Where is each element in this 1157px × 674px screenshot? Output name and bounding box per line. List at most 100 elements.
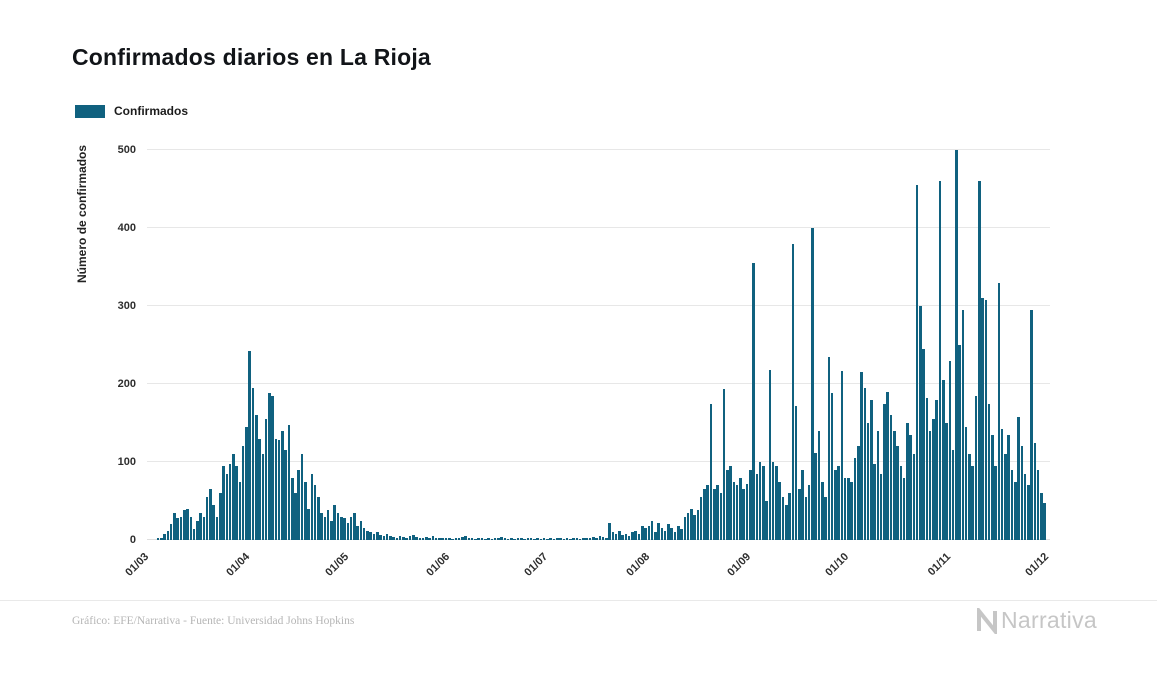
narrativa-logo: Narrativa bbox=[975, 607, 1097, 634]
bar bbox=[245, 426, 248, 540]
bar bbox=[186, 508, 189, 540]
bar bbox=[258, 438, 261, 540]
x-tick-label: 01/08 bbox=[623, 550, 652, 579]
bar bbox=[232, 454, 235, 540]
bar bbox=[670, 528, 674, 540]
bar bbox=[480, 537, 484, 540]
bar bbox=[441, 537, 444, 540]
bar bbox=[614, 533, 618, 540]
bar bbox=[431, 536, 435, 540]
bar bbox=[205, 497, 209, 540]
bar bbox=[987, 403, 991, 540]
bar bbox=[281, 430, 284, 540]
bar bbox=[523, 539, 526, 540]
bar bbox=[1033, 442, 1037, 540]
bar bbox=[765, 501, 768, 540]
bar bbox=[284, 450, 287, 540]
bar bbox=[490, 539, 494, 540]
bar bbox=[454, 537, 458, 540]
bar bbox=[202, 516, 206, 540]
x-tick-label: 01/12 bbox=[1023, 550, 1051, 579]
bar bbox=[330, 520, 333, 540]
bar bbox=[539, 539, 543, 540]
bar bbox=[376, 532, 379, 540]
bar bbox=[896, 446, 899, 540]
bar bbox=[945, 423, 948, 540]
bar bbox=[912, 454, 916, 540]
bar bbox=[196, 520, 199, 540]
bar bbox=[627, 536, 631, 540]
bar bbox=[830, 393, 834, 540]
bar bbox=[336, 512, 340, 540]
bar bbox=[876, 430, 880, 540]
bar bbox=[798, 489, 801, 540]
x-tick-label: 01/10 bbox=[823, 550, 852, 579]
bar bbox=[536, 538, 539, 540]
bar bbox=[542, 538, 546, 540]
bar bbox=[870, 399, 873, 540]
bar bbox=[817, 430, 821, 540]
bar bbox=[395, 537, 399, 540]
bar bbox=[372, 533, 376, 540]
y-tick-label: 500 bbox=[117, 144, 136, 156]
bar bbox=[254, 415, 258, 540]
bar bbox=[461, 536, 464, 540]
bar bbox=[290, 477, 294, 540]
bar bbox=[513, 539, 516, 540]
bar bbox=[801, 469, 804, 540]
bar bbox=[683, 516, 687, 540]
bar bbox=[474, 539, 477, 540]
bar bbox=[748, 469, 752, 540]
bar bbox=[578, 539, 582, 540]
bar bbox=[850, 481, 853, 540]
page-title: Confirmados diarios en La Rioja bbox=[72, 44, 431, 70]
bar bbox=[650, 520, 654, 540]
bar bbox=[706, 485, 709, 540]
bar bbox=[618, 530, 621, 540]
legend-swatch bbox=[75, 104, 105, 118]
bar bbox=[902, 477, 906, 540]
bar bbox=[716, 485, 719, 540]
bar bbox=[320, 512, 323, 540]
bar bbox=[690, 508, 693, 540]
bar bbox=[340, 516, 343, 540]
bar bbox=[199, 512, 202, 540]
bar bbox=[425, 536, 428, 540]
bar bbox=[935, 399, 939, 540]
bar bbox=[847, 477, 850, 540]
bar bbox=[739, 477, 742, 540]
bar bbox=[516, 537, 520, 540]
bar bbox=[961, 309, 965, 540]
bar bbox=[483, 539, 487, 540]
bar bbox=[356, 525, 359, 540]
bar bbox=[856, 446, 860, 540]
bar bbox=[405, 537, 408, 540]
bar bbox=[438, 538, 441, 540]
bar bbox=[326, 510, 330, 540]
bar bbox=[353, 512, 356, 540]
bar bbox=[222, 465, 225, 540]
bar bbox=[922, 348, 925, 540]
bar bbox=[677, 525, 680, 540]
bar bbox=[974, 395, 978, 540]
bar bbox=[605, 537, 608, 540]
bar bbox=[978, 181, 981, 540]
bar bbox=[752, 263, 755, 540]
bar bbox=[853, 458, 857, 540]
y-tick-label: 400 bbox=[117, 222, 136, 234]
bar bbox=[294, 493, 297, 540]
bar bbox=[307, 508, 310, 540]
bar bbox=[317, 497, 320, 540]
bar bbox=[915, 185, 919, 540]
y-tick-label: 300 bbox=[117, 300, 136, 312]
bar bbox=[889, 415, 893, 540]
bar bbox=[588, 538, 592, 540]
x-tick-label: 01/06 bbox=[424, 550, 453, 579]
bar bbox=[238, 481, 242, 540]
bar bbox=[837, 465, 840, 540]
bar bbox=[382, 536, 386, 540]
bar bbox=[235, 465, 238, 540]
bar bbox=[477, 538, 480, 540]
bar bbox=[179, 516, 183, 540]
bar bbox=[300, 454, 304, 540]
